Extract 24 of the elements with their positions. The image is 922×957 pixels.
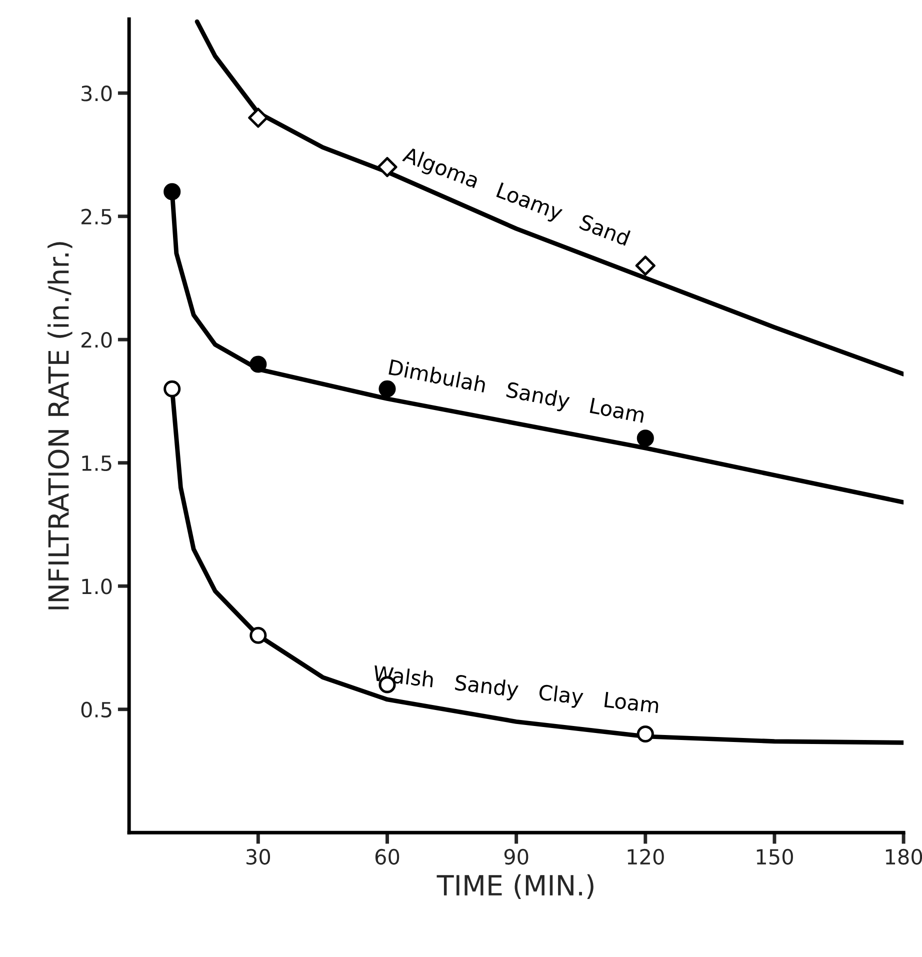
- y-axis-title: INFILTRATION RATE (in./hr.): [48, 242, 72, 610]
- y-tick-label: 3.0: [82, 86, 112, 102]
- point: [248, 108, 268, 128]
- point: [377, 157, 398, 178]
- x-tick-label: 150: [756, 848, 793, 865]
- y-tick-label: 0.5: [81, 702, 112, 718]
- point: [164, 183, 181, 200]
- point: [250, 626, 267, 644]
- point: [636, 430, 654, 447]
- text: Dimbulah Sandy Loam: [388, 358, 646, 427]
- x-tick-label: 30: [246, 848, 270, 865]
- point: [636, 725, 654, 743]
- y-tick-label: 1.0: [82, 578, 112, 594]
- point: [635, 256, 656, 276]
- point: [250, 356, 267, 373]
- point: [164, 380, 181, 398]
- x-tick-label: 180: [886, 848, 922, 865]
- x-tick-label: 60: [375, 848, 400, 865]
- y-tick-label: 1.5: [82, 456, 112, 472]
- x-axis-title: TIME (MIN.): [436, 874, 594, 900]
- x-tick-label: 90: [504, 848, 528, 865]
- x-tick-label: 120: [628, 848, 664, 865]
- y-tick-label: 2.0: [82, 332, 112, 348]
- y-tick-label: 2.5: [82, 208, 112, 225]
